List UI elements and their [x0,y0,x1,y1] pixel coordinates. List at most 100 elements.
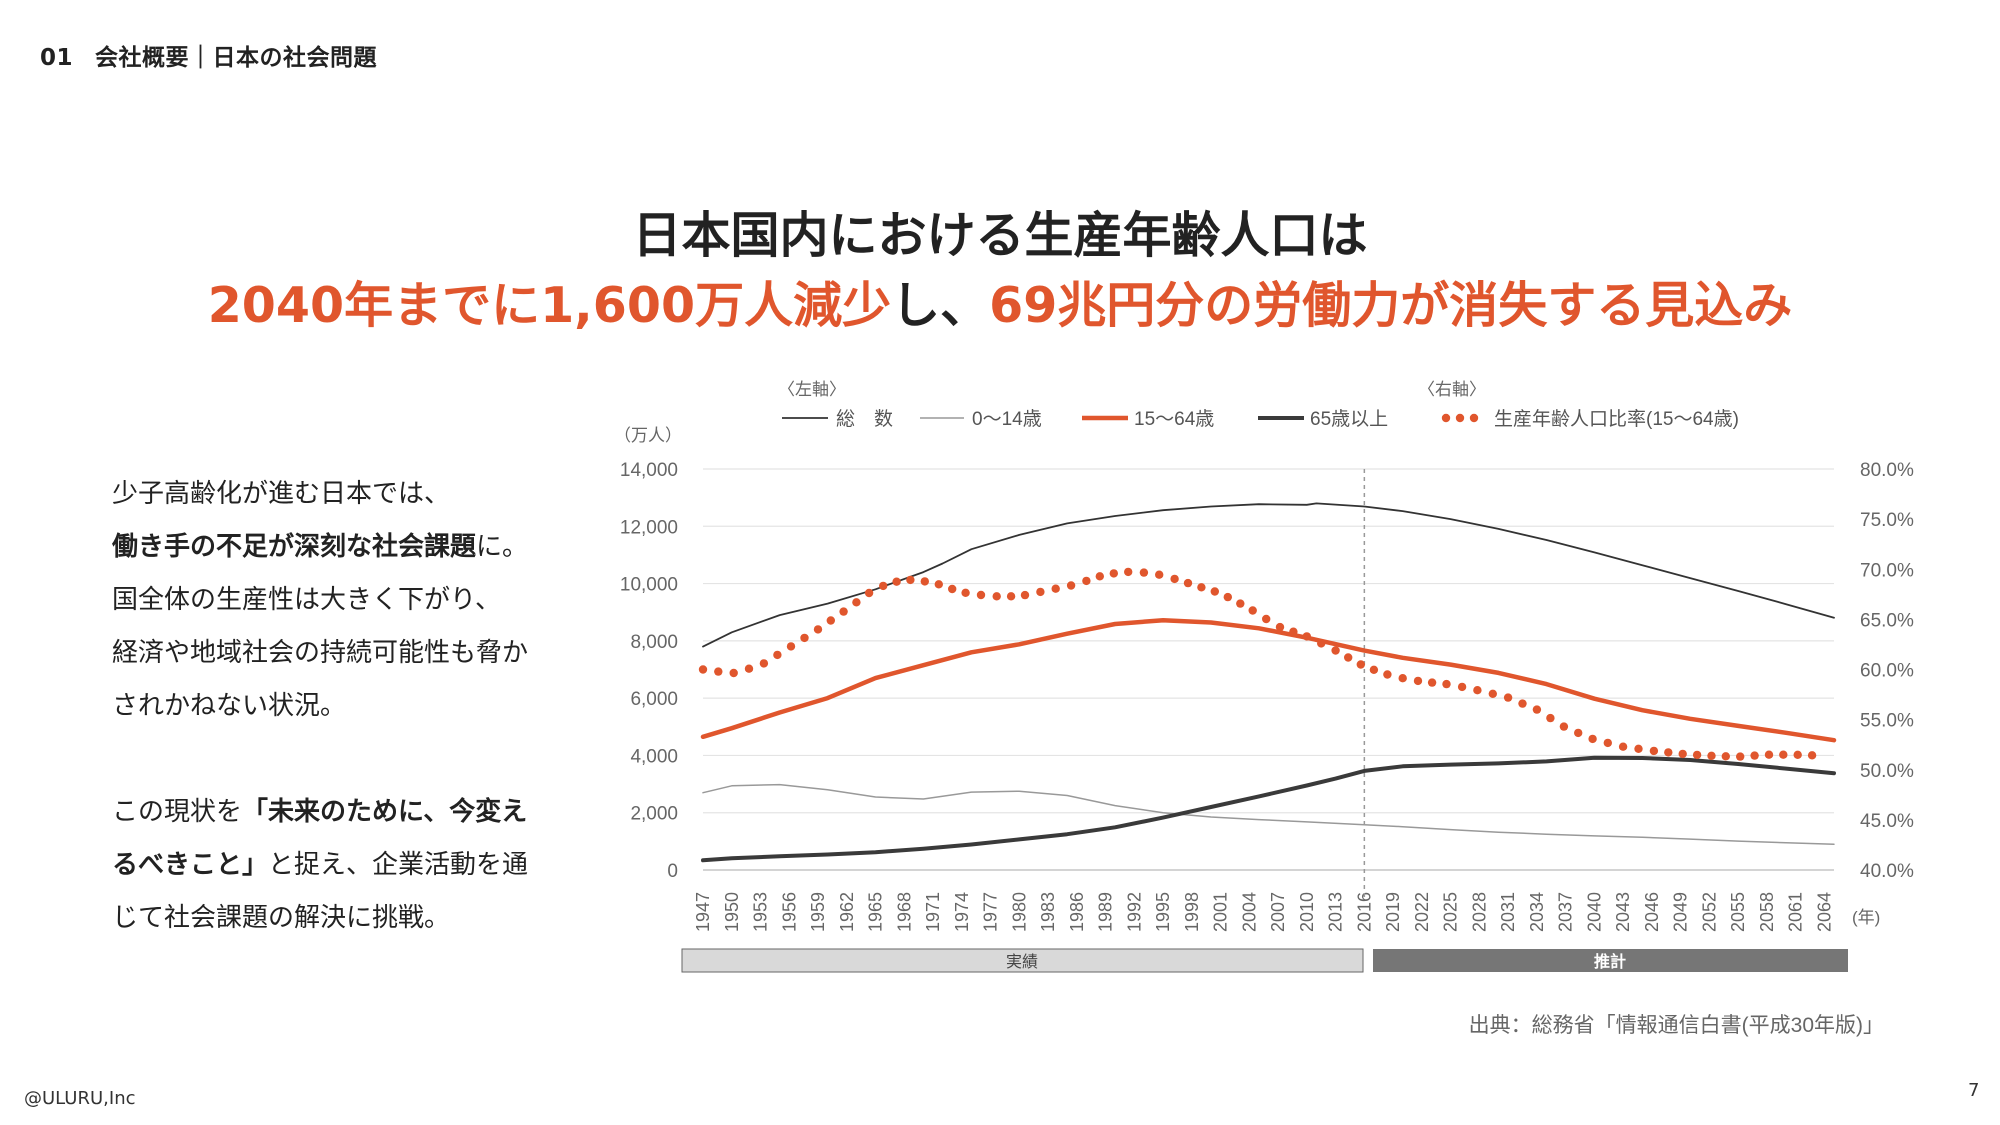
ratio-dot [1183,578,1193,588]
series-1-line [702,783,1835,845]
x-tick-label: 2013 [1326,892,1346,932]
y-tick-label: 0 [667,861,678,882]
x-unit-label: (年) [1852,908,1880,927]
ratio-dot [826,616,835,625]
y-right-tick-label: 55.0% [1860,711,1914,732]
series-3-line [701,755,1836,863]
y-right-tick-label: 40.0% [1860,861,1914,882]
x-tick-label: 1959 [808,892,828,932]
legend-label: 0〜14歳 [972,408,1042,430]
body-line: るべきこと」と捉え、企業活動を通 [112,839,572,892]
ratio-dot [879,581,888,591]
y-tick-label: 6,000 [630,689,678,710]
ratio-dot [1427,678,1437,687]
body-fragment: と捉え、企業活動を通 [268,850,529,880]
legend-label: 総 数 [836,408,893,430]
body-emphasis: 「未来のために、今変え [242,797,528,827]
ratio-dot [1095,572,1105,581]
ratio-dot [1398,674,1407,683]
body-line: 国全体の生産性は大きく下がり、 [112,585,501,615]
x-tick-label: 1989 [1096,892,1116,932]
ratio-dot [786,642,796,651]
y-right-tick-label: 60.0% [1860,661,1914,682]
series-2-line [700,617,1837,743]
section-title: 会社概要｜日本の社会問題 [95,45,378,71]
x-tick-label: 2025 [1441,892,1461,932]
headline-line-2: 2040年までに1,600万人減少し、69兆円分の労働力が消失する見込み [0,266,2000,337]
x-tick-label: 1965 [866,892,886,932]
ratio-dot [1793,750,1802,759]
ratio-dot [934,580,943,589]
x-tick-label: 1971 [923,892,943,932]
y-right-tick-label: 70.0% [1860,560,1914,581]
ratio-dot [1356,660,1366,669]
x-tick-label: 2034 [1527,892,1547,932]
ratio-dot [976,590,986,600]
body-fragment: この現状を [112,797,243,827]
x-tick-label: 1998 [1182,892,1202,932]
x-tick-label: 2022 [1412,892,1432,932]
body-line: じて社会課題の解決に挑戦。 [112,903,451,933]
x-tick-label: 1956 [779,892,799,932]
ratio-dot [1275,622,1285,632]
x-tick-label: 2019 [1383,892,1403,932]
legend-swatch-dot [1441,413,1451,423]
body-emphasis: るべきこと」 [112,850,269,880]
x-tick-label: 1950 [722,892,742,932]
body-line: この現状を「未来のために、今変え [112,786,572,839]
ratio-dot [800,633,809,643]
y-tick-label: 8,000 [630,632,678,653]
ratio-dot [1807,751,1817,760]
x-tick-label: 2031 [1498,892,1518,932]
x-tick-label: 2061 [1786,892,1806,932]
ratio-dot [1124,567,1133,577]
ratio-dot [892,577,901,586]
ratio-dot [714,667,723,676]
body-line: されかねない状況。 [112,691,347,721]
ratio-dot [1503,693,1513,702]
ratio-dot [1603,738,1613,748]
ratio-dot [744,664,754,673]
legend-swatch-dot [1469,413,1479,423]
ratio-dot [1413,676,1423,686]
x-tick-label: 1953 [751,892,771,932]
ratio-dot [1383,670,1392,679]
headline-line-1: 日本国内における生産年齢人口は [632,207,1368,264]
ratio-dot [773,650,782,660]
headline-connector: し、 [891,277,990,334]
ratio-dot [1223,592,1233,602]
ratio-dot [1779,750,1788,759]
period-label-forecast: 推計 [1594,952,1626,971]
ratio-dot [1139,568,1149,577]
ratio-dot [1442,679,1451,689]
ratio-dot [961,588,970,597]
ratio-dot [1707,751,1716,760]
ratio-dot [813,625,823,634]
x-tick-label: 1968 [894,892,914,932]
ratio-dot [864,588,874,598]
ratio-dot [948,584,957,594]
headline-highlight-decline: 2040年までに1,600万人減少 [207,277,892,334]
ratio-dot [1369,665,1379,674]
ratio-dot [1051,584,1060,593]
series-0-line [702,502,1835,648]
x-tick-label: 1995 [1153,892,1173,932]
body-line: 経済や地域社会の持続可能性も脅か [112,638,529,668]
ratio-dot [1634,744,1643,753]
ratio-dot [1664,748,1673,757]
ratio-dot [1302,632,1312,641]
legend-label: 65歳以上 [1310,408,1388,430]
x-tick-label: 2064 [1814,892,1834,932]
period-bar-forecast [1373,949,1848,972]
ratio-dot [1488,689,1498,698]
y-right-tick-label: 45.0% [1860,811,1914,832]
y-right-tick-label: 80.0% [1860,460,1914,481]
y-tick-label: 12,000 [620,517,678,538]
x-tick-label: 2049 [1671,892,1691,932]
legend-group-right: 〈右軸〉 [1418,380,1486,399]
ratio-dot [1082,576,1091,586]
ratio-dot [1066,581,1076,590]
x-tick-label: 2037 [1556,892,1576,932]
ratio-dot [1559,722,1569,731]
